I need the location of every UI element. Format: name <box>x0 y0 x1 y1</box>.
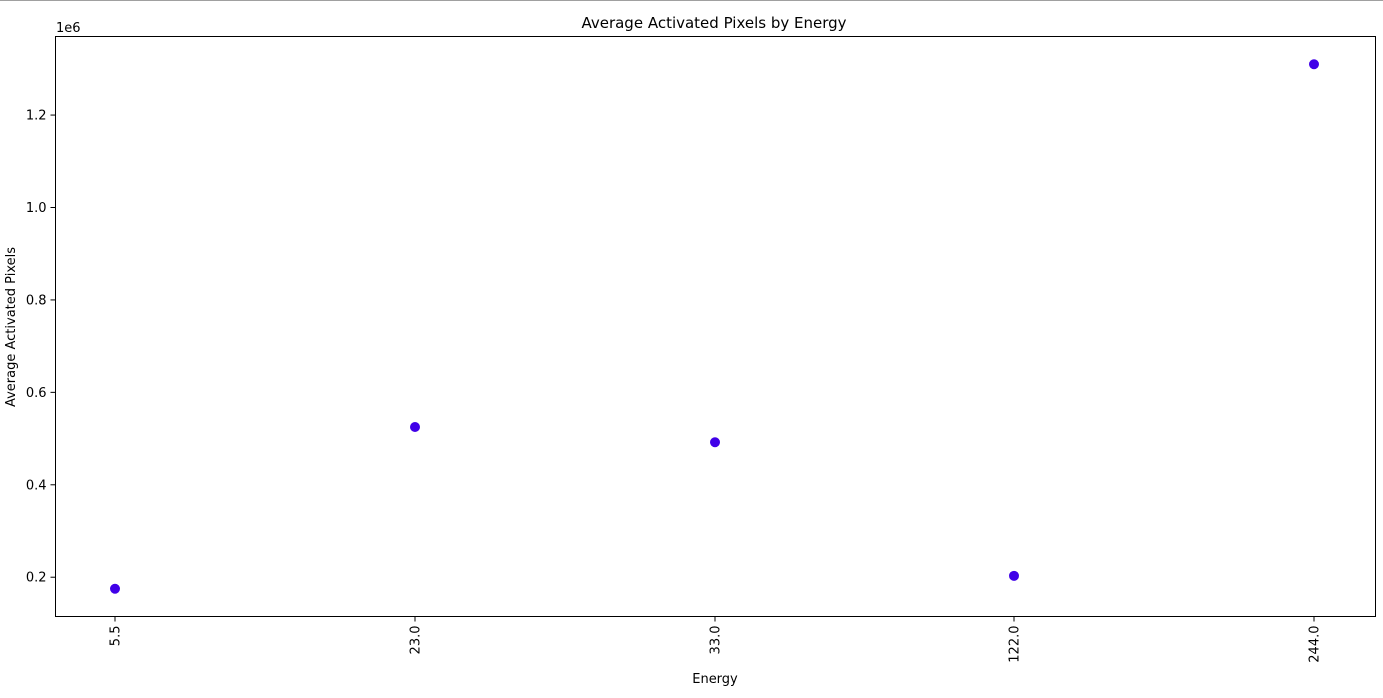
x-tick-label: 33.0 <box>709 626 724 655</box>
y-tick-label: 1.2 <box>26 109 47 124</box>
window-top-border <box>0 0 1383 1</box>
x-tick-label: 122.0 <box>1008 626 1023 663</box>
x-tick-label: 244.0 <box>1308 626 1323 663</box>
plot-area-frame <box>55 36 1376 617</box>
x-axis-ticks: 5.5 23.0 33.0 122.0 244.0 <box>109 616 1323 663</box>
y-tick-label: 1.0 <box>26 201 47 216</box>
data-point-33.0 <box>710 437 720 448</box>
x-tick-label: 23.0 <box>409 626 424 655</box>
chart-title: Average Activated Pixels by Energy <box>581 14 846 32</box>
data-point-5.5 <box>110 583 120 594</box>
y-axis-ticks: 0.2 0.4 0.6 0.8 1.0 1.2 <box>26 109 56 586</box>
y-tick-label: 0.4 <box>26 478 47 493</box>
data-point-122.0 <box>1009 570 1019 581</box>
y-tick-label: 0.6 <box>26 386 47 401</box>
x-axis-label: Energy <box>692 672 738 687</box>
y-tick-label: 0.2 <box>26 571 47 586</box>
data-point-23.0 <box>410 422 420 433</box>
y-tick-label: 0.8 <box>26 293 47 308</box>
x-tick-label: 5.5 <box>109 626 124 647</box>
y-axis-label: Average Activated Pixels <box>4 247 19 407</box>
data-points <box>110 59 1319 594</box>
y-axis-offset-label: 1e6 <box>56 21 81 36</box>
data-point-244.0 <box>1309 59 1319 70</box>
